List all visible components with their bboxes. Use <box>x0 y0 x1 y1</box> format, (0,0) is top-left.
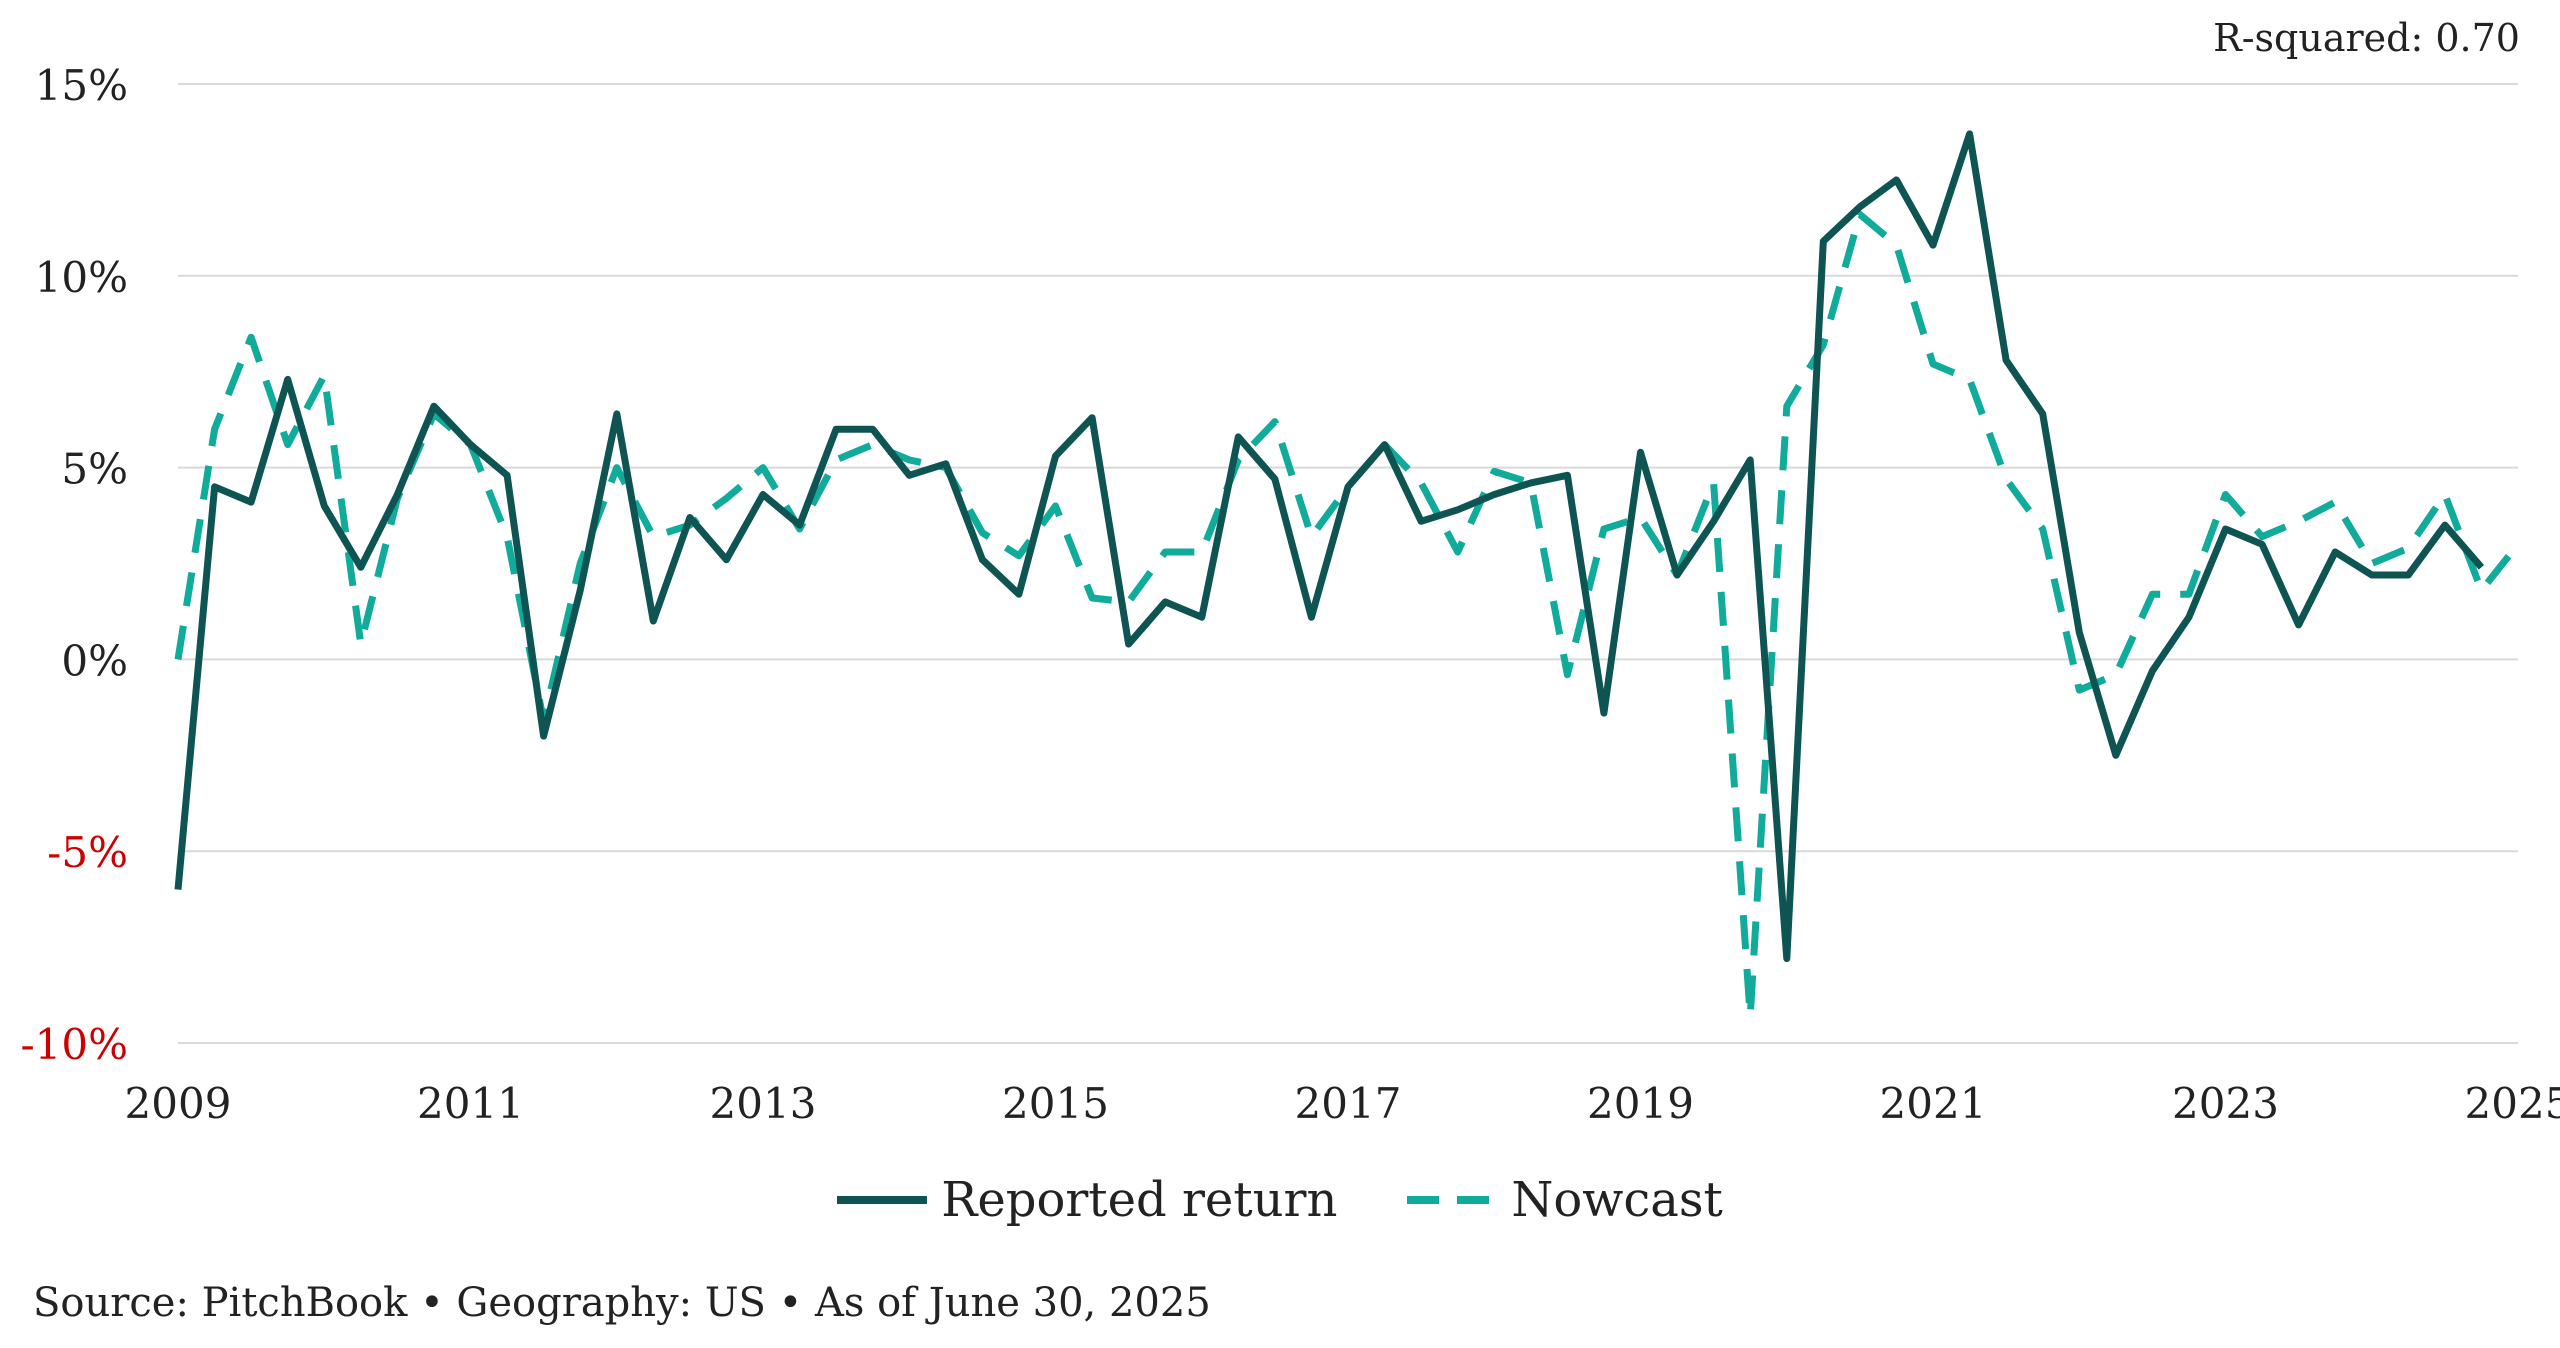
legend-label-reported: Reported return <box>941 1172 1338 1228</box>
y-tick-label: 10% <box>35 253 128 302</box>
x-tick-label: 2017 <box>1295 1079 1402 1128</box>
series-line-nowcast <box>174 210 2521 1020</box>
x-tick-label: 2025 <box>2465 1079 2560 1128</box>
x-tick-label: 2023 <box>2172 1079 2279 1128</box>
x-tick-label: 2019 <box>1587 1079 1694 1128</box>
y-tick-label: 0% <box>61 636 128 685</box>
source-note: Source: PitchBook • Geography: US • As o… <box>33 1280 1211 1326</box>
x-tick-label: 2013 <box>710 1079 817 1128</box>
y-tick-label: 15% <box>35 61 128 110</box>
legend-swatch-nowcast <box>1407 1196 1498 1204</box>
legend: Reported return Nowcast <box>0 1172 2560 1228</box>
gridlines <box>178 83 2518 1044</box>
y-tick-label: 5% <box>61 445 128 494</box>
series-line-reported <box>174 130 2485 963</box>
legend-item-reported: Reported return <box>837 1172 1337 1228</box>
r-squared-annotation: R-squared: 0.70 <box>2213 16 2520 60</box>
x-axis-ticks: 2009 2011 2013 2015 2017 2019 2021 2023 2025 <box>125 1079 2560 1128</box>
y-axis-ticks: 15% 10% 5% 0% -5% -10% <box>20 61 128 1069</box>
line-chart: 15%10%5%0%-5%-10% 2009 2011 2013 2015 2017 20… <box>20 61 2560 1128</box>
x-tick-label: 2009 <box>125 1079 232 1128</box>
legend-item-nowcast: Nowcast <box>1407 1172 1723 1228</box>
y-tick-label: -5% <box>47 828 128 877</box>
x-tick-label: 2011 <box>417 1079 524 1128</box>
legend-swatch-reported <box>837 1196 928 1204</box>
legend-label-nowcast: Nowcast <box>1511 1172 1723 1228</box>
x-tick-label: 2021 <box>1880 1079 1987 1128</box>
x-tick-label: 2015 <box>1002 1079 1109 1128</box>
series-lines <box>174 130 2521 1020</box>
y-tick-label: -10% <box>20 1020 128 1069</box>
